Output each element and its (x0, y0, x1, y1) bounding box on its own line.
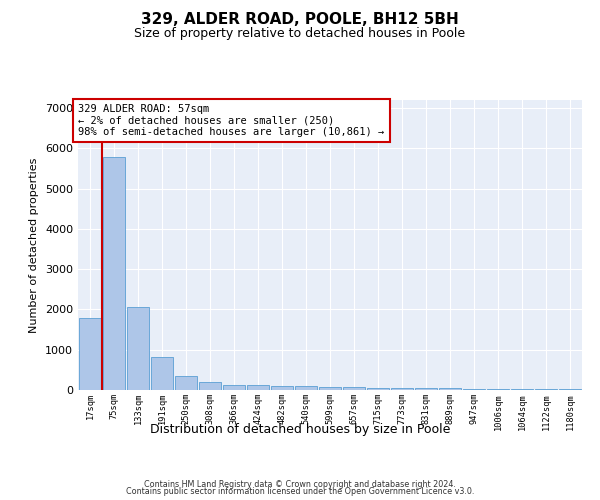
Bar (319, 387, 341, 390)
Text: Contains HM Land Registry data © Crown copyright and database right 2024.: Contains HM Land Registry data © Crown c… (144, 480, 456, 489)
Bar (535, 389, 557, 390)
Bar (463, 388, 485, 390)
Bar (79, 318, 101, 390)
Bar (391, 388, 413, 390)
Bar (343, 388, 365, 390)
Text: 329 ALDER ROAD: 57sqm
← 2% of detached houses are smaller (250)
98% of semi-deta: 329 ALDER ROAD: 57sqm ← 2% of detached h… (79, 104, 385, 137)
Text: Contains public sector information licensed under the Open Government Licence v3: Contains public sector information licen… (126, 488, 474, 496)
Bar (487, 389, 509, 390)
Bar (439, 388, 461, 390)
Bar (223, 385, 245, 390)
Y-axis label: Number of detached properties: Number of detached properties (29, 158, 40, 332)
Text: 329, ALDER ROAD, POOLE, BH12 5BH: 329, ALDER ROAD, POOLE, BH12 5BH (141, 12, 459, 28)
Bar (271, 386, 293, 390)
Bar (127, 307, 149, 390)
Bar (199, 382, 221, 390)
Bar (511, 389, 533, 390)
Bar (175, 376, 197, 390)
Bar (367, 388, 389, 390)
Text: Distribution of detached houses by size in Poole: Distribution of detached houses by size … (150, 422, 450, 436)
Bar (103, 157, 125, 390)
Bar (247, 385, 269, 390)
Bar (295, 386, 317, 390)
Bar (151, 357, 173, 390)
Bar (415, 388, 437, 390)
Text: Size of property relative to detached houses in Poole: Size of property relative to detached ho… (134, 28, 466, 40)
